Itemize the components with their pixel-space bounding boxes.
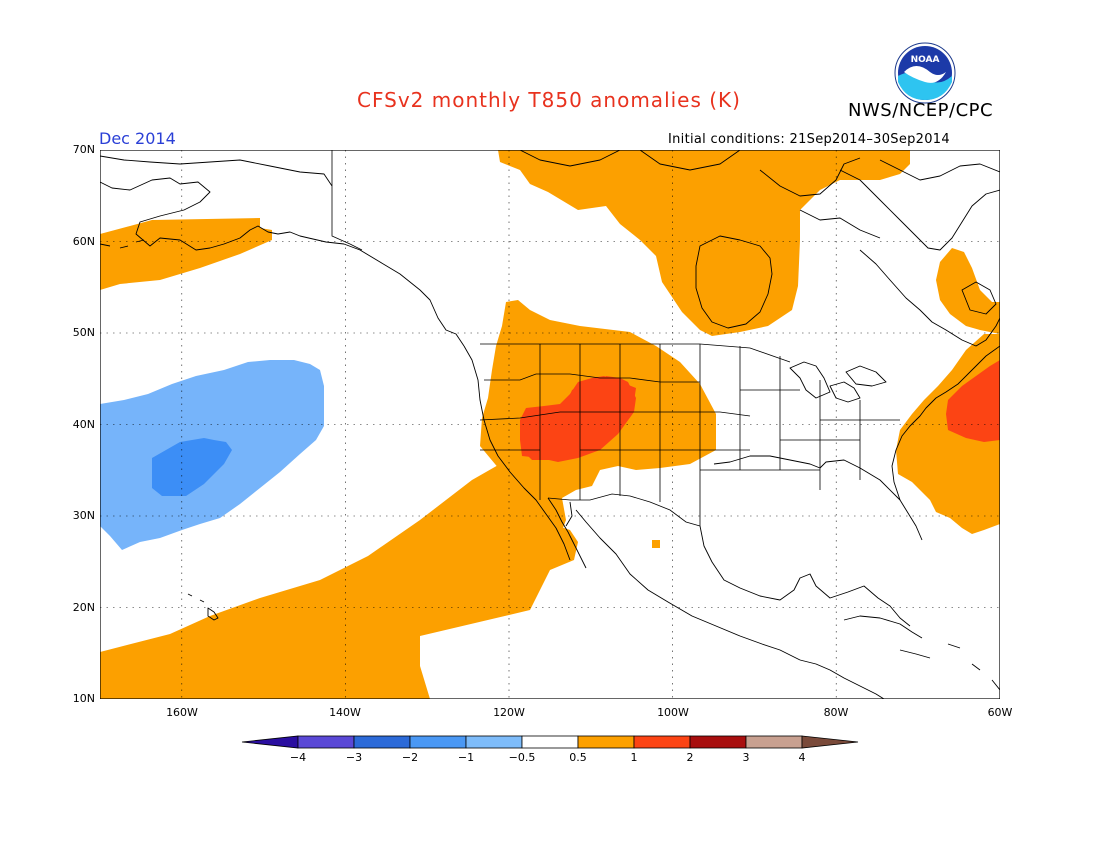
state-lines bbox=[479, 344, 900, 526]
colorbar-label: −0.5 bbox=[508, 751, 536, 764]
central-america bbox=[799, 659, 885, 699]
canada-us-border bbox=[480, 343, 791, 363]
colorbar-label: −4 bbox=[289, 751, 307, 764]
colorbar-cell bbox=[521, 735, 579, 749]
lon-label: 80W bbox=[823, 706, 849, 719]
colorbar-cell bbox=[801, 735, 859, 749]
anomaly-map bbox=[100, 150, 1000, 699]
anomaly-greenland-edge bbox=[936, 248, 1000, 334]
colorbar-label: −3 bbox=[345, 751, 363, 764]
colorbar-label: 0.5 bbox=[569, 751, 587, 764]
greenland bbox=[839, 169, 1000, 251]
anomaly-dot-mexico bbox=[652, 540, 660, 548]
colorbar-cell bbox=[353, 735, 411, 749]
strong-positive-anomaly-regions bbox=[520, 360, 1000, 462]
baja-coast bbox=[547, 497, 587, 569]
lat-label: 40N bbox=[72, 418, 95, 431]
colorbar-cell bbox=[745, 735, 803, 749]
colorbar-cell bbox=[297, 735, 355, 749]
west-coast bbox=[463, 345, 571, 561]
gulf-coast bbox=[699, 455, 923, 627]
lat-label: 20N bbox=[72, 601, 95, 614]
forecast-month: Dec 2014 bbox=[99, 129, 176, 148]
anomaly-canada-north bbox=[498, 150, 910, 336]
anomaly-pacific-band bbox=[100, 464, 578, 699]
colorbar-label: 3 bbox=[742, 751, 750, 764]
lat-label: 70N bbox=[72, 143, 95, 156]
labrador bbox=[859, 249, 1000, 347]
strong-negative-anomaly-pacific bbox=[152, 438, 232, 496]
caribbean bbox=[843, 615, 1000, 691]
colorbar-label: 2 bbox=[686, 751, 694, 764]
colorbar-cell bbox=[409, 735, 467, 749]
alaska-arctic bbox=[100, 155, 333, 187]
lon-label: 160W bbox=[166, 706, 198, 719]
colorbar-cell bbox=[465, 735, 523, 749]
great-lakes bbox=[789, 361, 887, 403]
colorbar-label: −1 bbox=[457, 751, 475, 764]
lon-label: 60W bbox=[987, 706, 1013, 719]
logo-text: NOAA bbox=[911, 55, 940, 65]
colorbar-label: 1 bbox=[630, 751, 638, 764]
coastlines bbox=[100, 150, 1000, 699]
chart-title: CFSv2 monthly T850 anomalies (K) bbox=[357, 88, 741, 112]
agency-label: NWS/NCEP/CPC bbox=[848, 100, 994, 121]
colorbar-cell bbox=[633, 735, 691, 749]
initial-conditions: Initial conditions: 21Sep2014–30Sep2014 bbox=[668, 132, 950, 147]
anomaly-great-basin-core bbox=[522, 406, 598, 460]
lat-lon-grid bbox=[100, 150, 1000, 699]
lon-label: 140W bbox=[329, 706, 361, 719]
political-borders bbox=[331, 150, 900, 527]
noaa-logo: NOAA bbox=[894, 42, 956, 104]
hudson-bay bbox=[695, 235, 773, 329]
mexico-coast bbox=[575, 509, 801, 661]
east-coast bbox=[891, 345, 1000, 501]
colorbar-label: −2 bbox=[401, 751, 419, 764]
lat-label: 10N bbox=[72, 692, 95, 705]
lon-label: 120W bbox=[493, 706, 525, 719]
colorbar-cell bbox=[577, 735, 635, 749]
alaska-coast bbox=[100, 177, 465, 347]
aleutians bbox=[100, 239, 145, 249]
colorbar bbox=[241, 735, 859, 749]
hawaii bbox=[187, 593, 219, 621]
us-mexico-border bbox=[547, 493, 701, 527]
lat-label: 50N bbox=[72, 326, 95, 339]
anomaly-wyoming bbox=[568, 380, 636, 412]
lon-label: 100W bbox=[657, 706, 689, 719]
arctic-islands bbox=[519, 150, 1000, 239]
anomaly-alaska-west bbox=[100, 218, 272, 290]
lat-label: 60N bbox=[72, 235, 95, 248]
alaska-canada-border bbox=[331, 150, 363, 251]
colorbar-label: 4 bbox=[798, 751, 806, 764]
lat-label: 30N bbox=[72, 509, 95, 522]
colorbar-cell bbox=[241, 735, 299, 749]
anomaly-atlantic-core bbox=[946, 360, 1000, 442]
colorbar-cell bbox=[689, 735, 747, 749]
